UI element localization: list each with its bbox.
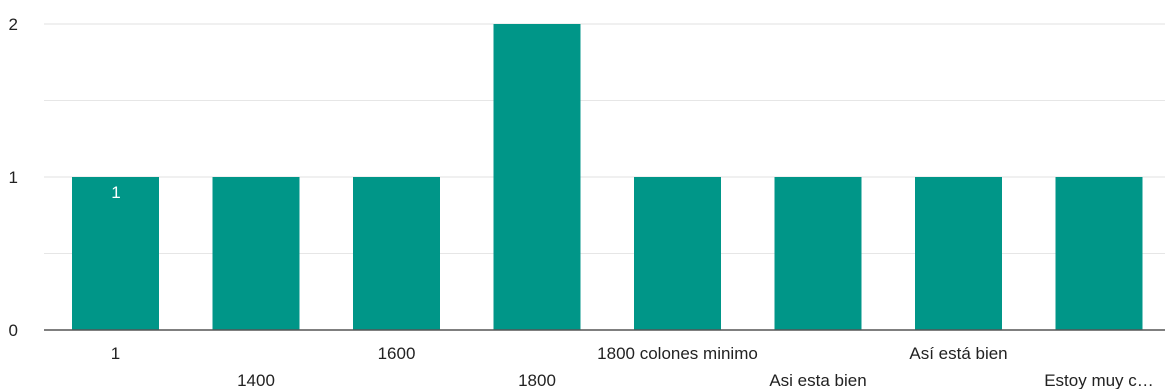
x-tick-label: Así está bien [909, 344, 1007, 363]
bar [915, 177, 1002, 330]
x-tick-label: 1 [111, 344, 120, 363]
x-tick-label: 1400 [237, 371, 275, 389]
x-tick-label: 1800 [518, 371, 556, 389]
bar [72, 177, 159, 330]
x-tick-label: 1600 [378, 344, 416, 363]
bar-layer: 1 [72, 24, 1143, 330]
y-tick-label: 1 [9, 168, 18, 187]
x-axis-ticks: 1 1400 1600 1800 1800 colones minimo Asi esta… [111, 344, 1154, 389]
bar [634, 177, 721, 330]
x-tick-label: 1800 colones minimo [597, 344, 758, 363]
bar [212, 177, 300, 330]
bar [1055, 177, 1143, 330]
x-tick-label: Asi esta bien [769, 371, 866, 389]
y-axis-ticks: 0 1 2 [9, 15, 18, 340]
bar [774, 177, 862, 330]
x-tick-label: Estoy muy c… [1044, 371, 1154, 389]
bar [353, 177, 440, 330]
y-tick-label: 2 [9, 15, 18, 34]
bar-data-label: 1 [111, 183, 120, 202]
y-tick-label: 0 [9, 321, 18, 340]
bar [493, 24, 581, 330]
